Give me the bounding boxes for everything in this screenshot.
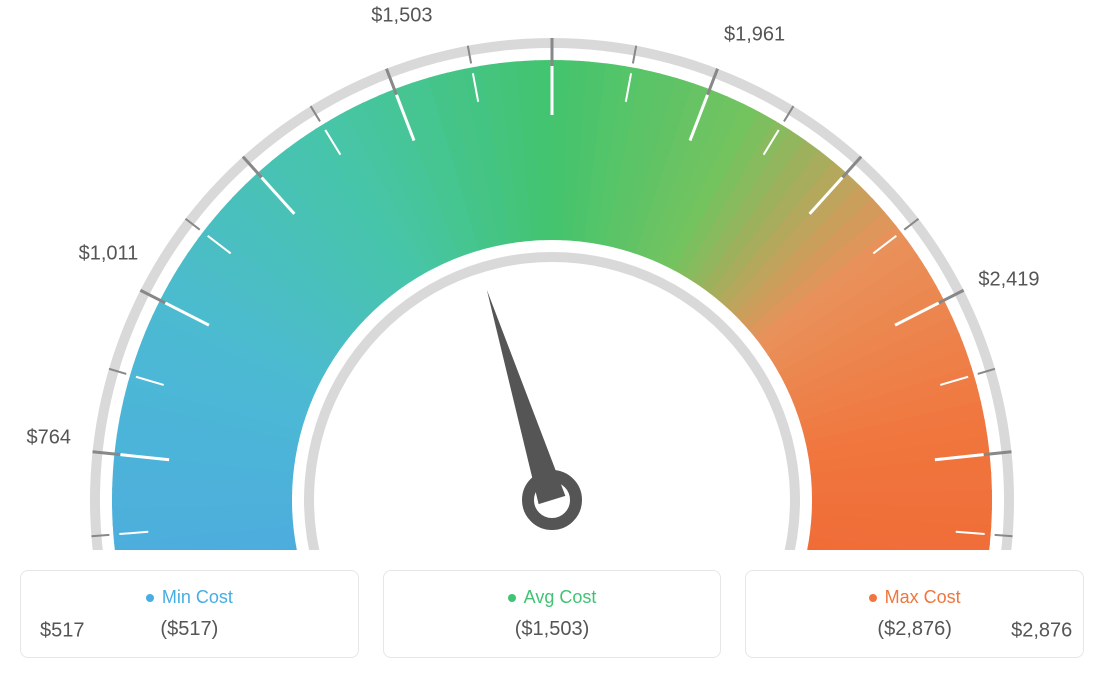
- gauge-tick-label: $2,876: [1011, 620, 1072, 643]
- legend-title-max: Max Cost: [869, 587, 961, 608]
- cost-gauge-chart: $517$764$1,011$1,503$1,961$2,419$2,876: [20, 20, 1084, 550]
- gauge-tick-label: $517: [40, 620, 85, 643]
- legend-label-max: Max Cost: [885, 587, 961, 608]
- legend-card-avg: Avg Cost ($1,503): [383, 570, 722, 658]
- gauge-tick-label: $1,961: [724, 24, 785, 47]
- legend-card-max: Max Cost ($2,876): [745, 570, 1084, 658]
- legend-card-min: Min Cost ($517): [20, 570, 359, 658]
- legend-title-min: Min Cost: [146, 587, 233, 608]
- legend-dot-avg: [508, 594, 516, 602]
- legend-dot-min: [146, 594, 154, 602]
- legend-label-min: Min Cost: [162, 587, 233, 608]
- legend-dot-max: [869, 594, 877, 602]
- gauge-tick-label: $764: [27, 427, 72, 450]
- legend-row: Min Cost ($517) Avg Cost ($1,503) Max Co…: [20, 570, 1084, 658]
- legend-value-avg: ($1,503): [396, 618, 709, 641]
- legend-title-avg: Avg Cost: [508, 587, 597, 608]
- gauge-tick-label: $2,419: [978, 269, 1039, 292]
- gauge-svg: [20, 20, 1084, 550]
- gauge-tick-label: $1,011: [79, 243, 139, 266]
- gauge-tick-label: $1,503: [371, 4, 432, 27]
- legend-label-avg: Avg Cost: [524, 587, 597, 608]
